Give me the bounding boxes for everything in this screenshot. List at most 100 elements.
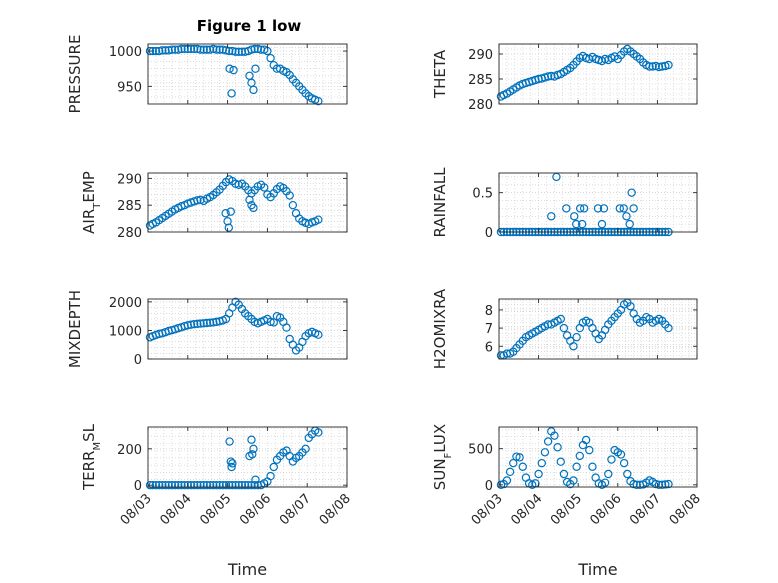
data-point xyxy=(559,469,569,479)
data-point xyxy=(579,204,589,213)
data-point xyxy=(625,219,634,229)
data-point xyxy=(212,317,221,327)
data-point xyxy=(597,219,607,229)
data-point xyxy=(245,195,254,205)
y-axis-label: RAINFALL xyxy=(431,167,449,238)
figure-title: Figure 1 low xyxy=(197,17,302,35)
x-tick-label: 08/07 xyxy=(277,491,314,528)
y-axis-label: THETA xyxy=(431,49,449,99)
data-point xyxy=(221,46,231,55)
data-point xyxy=(515,453,524,462)
data-point xyxy=(174,45,183,54)
data-point xyxy=(556,314,565,324)
data-point xyxy=(282,323,291,332)
data-point xyxy=(215,45,224,54)
data-point xyxy=(193,44,202,54)
data-point xyxy=(623,469,632,479)
data-point xyxy=(151,46,161,56)
y-axis-label: PRESSURE xyxy=(66,35,84,114)
data-point xyxy=(251,64,260,73)
data-point xyxy=(550,431,559,440)
data-point xyxy=(170,45,180,54)
data-point xyxy=(534,469,543,479)
data-point xyxy=(599,204,609,213)
subplot-air-temp: 280 285 290 AIRTEMP xyxy=(80,171,348,241)
data-point xyxy=(248,450,257,459)
data-point xyxy=(158,480,167,490)
data-point xyxy=(629,204,638,213)
x-axis-label: Time xyxy=(577,560,617,579)
data-point xyxy=(205,480,215,490)
data-point xyxy=(619,458,629,468)
subplot-mixdepth: 0 1000 2000 MIXDEPTH xyxy=(66,290,348,368)
data-point xyxy=(228,459,237,468)
data-point xyxy=(553,443,562,452)
data-point xyxy=(202,318,212,328)
data-point xyxy=(167,480,177,490)
data-point xyxy=(227,89,236,98)
data-point xyxy=(226,207,235,216)
data-point xyxy=(249,85,258,95)
x-tick-label: 08/07 xyxy=(627,491,664,528)
data-point xyxy=(260,183,269,192)
data-point xyxy=(562,204,571,213)
data-point xyxy=(209,44,218,54)
data-point xyxy=(151,480,161,490)
data-point xyxy=(196,319,205,328)
data-point xyxy=(250,480,259,490)
data-point xyxy=(559,323,569,333)
data-point xyxy=(205,45,215,54)
x-tick-label: 08/03 xyxy=(118,491,155,528)
data-point xyxy=(577,219,587,229)
data-point xyxy=(619,204,628,213)
data-point xyxy=(654,62,664,72)
x-axis-label: Time xyxy=(227,560,267,579)
y-tick-label: 290 xyxy=(117,172,142,187)
subplot-h2omixra: 6 7 8 H2OMIXRA xyxy=(431,288,698,369)
data-point xyxy=(645,62,654,71)
data-point xyxy=(225,64,234,73)
x-tick-label: 08/06 xyxy=(237,491,274,528)
data-point xyxy=(225,437,234,446)
subplot-theta: 280 285 290 THETA xyxy=(431,43,698,113)
data-point xyxy=(224,223,233,232)
data-point xyxy=(202,45,212,54)
x-tick-label: 08/08 xyxy=(667,491,704,528)
y-tick-label: 0 xyxy=(134,353,142,368)
data-point xyxy=(199,45,208,54)
data-point xyxy=(158,46,167,55)
data-point xyxy=(209,318,218,327)
y-tick-label: 6 xyxy=(485,340,493,355)
data-point xyxy=(266,471,275,481)
data-point xyxy=(543,437,553,446)
y-axis-label: H2OMIXRA xyxy=(431,288,449,369)
data-point xyxy=(177,44,186,54)
data-point xyxy=(212,45,221,54)
data-point xyxy=(570,212,579,221)
data-point xyxy=(664,60,673,70)
data-point xyxy=(196,45,205,54)
y-axis-label: MIXDEPTH xyxy=(66,290,84,368)
data-point xyxy=(648,62,657,71)
data-point xyxy=(193,196,202,205)
data-point xyxy=(193,319,202,329)
y-tick-label: 200 xyxy=(117,443,142,458)
data-point xyxy=(247,45,256,54)
data-point xyxy=(575,204,585,213)
data-point xyxy=(664,479,673,489)
x-tick-label: 08/06 xyxy=(588,491,625,528)
data-point xyxy=(247,435,256,444)
data-point xyxy=(534,74,543,84)
data-point xyxy=(205,318,215,327)
axes-box xyxy=(147,298,348,360)
data-point xyxy=(269,462,278,472)
plot-area xyxy=(499,173,697,232)
data-point xyxy=(266,317,275,327)
data-point xyxy=(512,452,521,461)
y-tick-label: 0 xyxy=(134,479,142,494)
data-point xyxy=(629,479,638,489)
data-point xyxy=(247,200,256,210)
data-point xyxy=(186,44,196,54)
data-point xyxy=(651,479,661,489)
